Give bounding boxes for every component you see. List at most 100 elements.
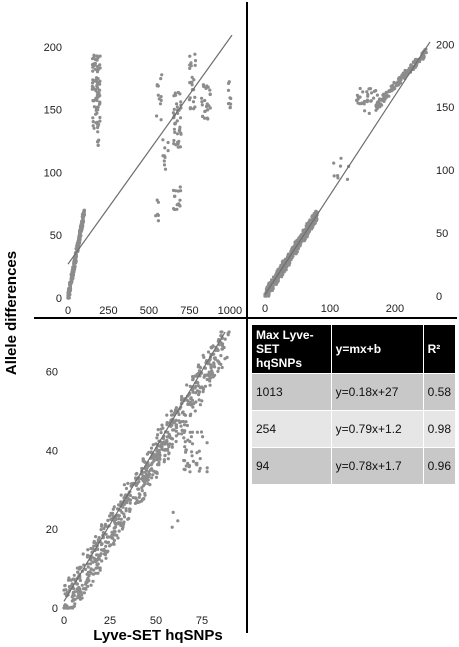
data-point	[220, 365, 224, 370]
data-point	[157, 448, 161, 452]
regression-line	[63, 331, 226, 602]
data-point	[104, 532, 108, 536]
data-point	[205, 116, 209, 120]
y-tick-label: 40	[46, 445, 58, 457]
data-point	[289, 249, 293, 253]
data-point	[91, 120, 95, 124]
x-tick-label: 0	[262, 303, 268, 315]
data-point	[131, 496, 135, 500]
data-point	[91, 57, 95, 61]
data-point	[143, 493, 147, 497]
data-point	[228, 96, 232, 100]
data-point	[98, 63, 102, 67]
data-point	[126, 481, 130, 485]
data-point	[165, 435, 169, 439]
data-point	[168, 434, 172, 438]
data-point	[156, 93, 160, 97]
data-point	[103, 523, 108, 527]
data-point	[186, 402, 190, 406]
data-point	[193, 95, 197, 99]
data-point	[374, 89, 378, 93]
data-point	[124, 507, 128, 511]
data-point	[90, 87, 94, 91]
data-point	[188, 66, 192, 70]
data-point	[66, 606, 70, 610]
data-point	[166, 149, 170, 153]
data-point	[122, 520, 126, 524]
data-point	[191, 378, 195, 382]
data-point	[405, 70, 409, 74]
data-point	[206, 373, 210, 377]
data-point	[209, 376, 213, 380]
data-point	[176, 142, 180, 146]
data-point	[186, 399, 190, 403]
data-point	[166, 140, 170, 145]
data-point	[147, 450, 151, 454]
data-point	[179, 131, 183, 135]
data-point	[188, 470, 192, 474]
header-equation: y=mx+b	[330, 324, 424, 374]
data-point	[148, 468, 153, 472]
data-point	[401, 71, 405, 75]
data-point	[85, 578, 89, 582]
data-point	[198, 386, 202, 390]
x-tick-label: 200	[386, 303, 404, 315]
data-point	[155, 114, 159, 118]
data-point	[119, 500, 123, 504]
data-point	[150, 476, 154, 480]
data-point	[197, 393, 201, 397]
data-point	[184, 448, 188, 452]
data-point	[399, 81, 403, 85]
data-point	[162, 460, 166, 464]
data-point	[165, 421, 169, 425]
data-point	[70, 606, 74, 610]
data-point	[187, 464, 192, 468]
data-point	[175, 105, 179, 109]
data-point	[365, 100, 369, 104]
data-point	[288, 258, 292, 262]
data-point	[178, 198, 182, 202]
data-point	[171, 510, 175, 514]
data-point	[96, 547, 100, 552]
data-point	[195, 430, 199, 434]
data-point	[182, 436, 186, 440]
data-point	[98, 568, 102, 572]
data-point	[112, 505, 116, 509]
data-point	[211, 374, 215, 378]
data-point	[100, 542, 104, 546]
data-point	[264, 294, 268, 298]
data-point	[306, 233, 310, 237]
x-axis-title: Lyve-SET hqSNPs	[93, 627, 222, 644]
data-point	[109, 517, 113, 522]
data-point	[396, 83, 400, 87]
data-point	[189, 412, 193, 416]
data-point	[79, 228, 83, 232]
data-point	[76, 239, 80, 243]
data-point	[332, 161, 336, 165]
data-point	[155, 84, 159, 88]
data-point	[97, 553, 101, 557]
data-point	[98, 119, 102, 123]
data-point	[172, 194, 177, 198]
table-row: 94 y=0.78x+1.7 0.96	[251, 447, 457, 485]
data-point	[358, 95, 362, 99]
data-point	[117, 529, 121, 533]
data-point	[143, 470, 147, 474]
data-point	[179, 424, 183, 428]
data-point	[374, 104, 378, 108]
regression-line	[264, 41, 431, 295]
data-point	[358, 86, 362, 91]
data-point	[70, 599, 74, 603]
data-point	[160, 423, 164, 427]
data-point	[75, 246, 79, 250]
data-point	[72, 593, 76, 598]
data-point	[216, 359, 220, 363]
data-point	[77, 243, 81, 247]
data-point	[305, 225, 309, 229]
data-point	[375, 93, 379, 97]
data-point	[300, 233, 304, 237]
data-point	[196, 381, 200, 385]
data-point	[339, 156, 343, 160]
data-point	[363, 99, 367, 103]
data-point	[174, 406, 178, 410]
